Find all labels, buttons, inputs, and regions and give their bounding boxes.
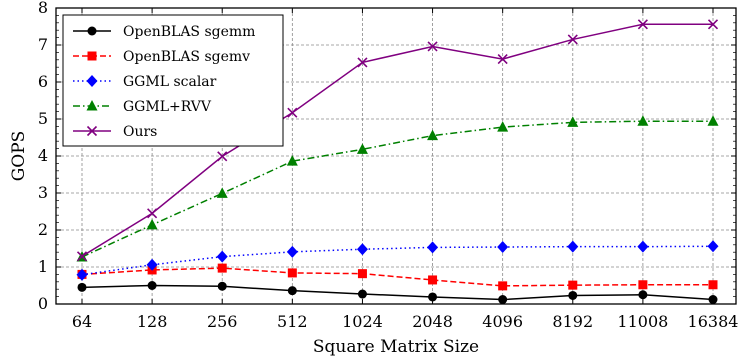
data-point — [637, 115, 649, 126]
data-point — [497, 121, 509, 132]
legend-item: GGML scalar — [73, 74, 217, 90]
grid-lines — [56, 8, 736, 304]
legend-item: Ours — [73, 124, 157, 140]
series-line — [81, 267, 713, 287]
data-point — [427, 241, 439, 254]
legend-label: GGML scalar — [123, 74, 217, 90]
y-tick-label: 0 — [38, 294, 48, 313]
x-tick-label: 128 — [137, 312, 168, 331]
legend-item: GGML+RVV — [73, 99, 212, 115]
data-point — [356, 143, 368, 154]
data-point — [357, 269, 367, 279]
data-point — [147, 208, 158, 219]
data-point — [76, 251, 88, 262]
legend-item: OpenBLAS sgemm — [73, 24, 255, 40]
data-point — [567, 34, 578, 45]
data-point — [638, 290, 648, 300]
x-tick-label: 11008 — [617, 312, 668, 331]
y-tick-label: 4 — [38, 146, 48, 165]
data-point — [287, 268, 297, 278]
legend-label: OpenBLAS sgemv — [123, 49, 250, 65]
data-point — [637, 19, 648, 30]
y-axis-label: GOPS — [9, 131, 29, 182]
data-point — [217, 281, 227, 291]
y-tick-label: 2 — [38, 220, 48, 239]
data-point — [568, 290, 578, 300]
x-tick-label: 256 — [207, 312, 238, 331]
data-point — [427, 129, 439, 141]
data-point — [286, 155, 298, 166]
series-layer — [76, 19, 719, 305]
data-point — [567, 240, 579, 253]
data-point — [637, 240, 649, 253]
data-point — [216, 187, 228, 198]
series-ours — [76, 19, 719, 262]
data-point — [708, 280, 718, 290]
y-tick-label: 3 — [38, 183, 48, 202]
x-tick-label: 8192 — [552, 312, 593, 331]
data-point — [567, 116, 579, 127]
data-point — [568, 280, 578, 290]
data-point — [216, 250, 228, 263]
y-tick-label: 7 — [38, 35, 48, 54]
data-point — [76, 268, 88, 281]
data-point — [357, 57, 368, 68]
data-point — [498, 281, 508, 291]
legend: OpenBLAS sgemm OpenBLAS sgemv GGML scalar G… — [62, 14, 284, 147]
series-line — [81, 284, 714, 301]
series-ggml-scalar — [76, 240, 719, 281]
data-point — [146, 218, 158, 230]
x-tick-label: 1024 — [342, 312, 383, 331]
data-point — [707, 115, 719, 126]
data-point — [287, 286, 297, 296]
data-point — [286, 245, 298, 258]
y-tick-label: 1 — [38, 257, 48, 276]
legend-marker — [86, 75, 98, 87]
data-point — [356, 243, 368, 256]
legend-marker — [87, 51, 97, 61]
legend-label: OpenBLAS sgemm — [123, 24, 255, 40]
series-line — [81, 23, 713, 257]
axes: 0 1 2 3 4 5 6 7 8 64 128 256 512 1024 2048 4096 8192 1100… — [38, 0, 739, 331]
data-point — [707, 240, 719, 253]
data-point — [77, 282, 87, 292]
data-point — [707, 19, 719, 30]
data-point — [147, 281, 157, 290]
data-point — [497, 241, 509, 254]
data-point — [427, 41, 438, 52]
series-line — [81, 120, 713, 258]
x-tick-label: 16384 — [688, 312, 739, 331]
y-tick-label: 8 — [38, 0, 48, 17]
data-point — [217, 263, 227, 273]
x-tick-label: 64 — [72, 312, 92, 331]
legend-marker — [87, 26, 97, 36]
data-point — [357, 289, 367, 299]
x-tick-label: 512 — [277, 312, 308, 331]
x-tick-label: 2048 — [412, 312, 453, 331]
legend-label: Ours — [123, 124, 157, 140]
data-point — [428, 275, 438, 285]
data-point — [146, 258, 158, 271]
data-point — [287, 107, 298, 118]
x-axis-label: Square Matrix Size — [313, 337, 479, 357]
legend-item: OpenBLAS sgemv — [73, 49, 250, 65]
legend-marker — [86, 100, 98, 111]
y-tick-label: 6 — [38, 72, 48, 91]
y-tick-label: 5 — [38, 109, 48, 128]
legend-label: GGML+RVV — [123, 99, 212, 115]
series-ggml-rvv — [76, 115, 719, 262]
data-point — [428, 292, 438, 302]
data-point — [497, 53, 508, 65]
series-line — [81, 245, 714, 276]
data-point — [217, 151, 228, 162]
data-point — [638, 280, 648, 290]
x-tick-label: 4096 — [482, 312, 523, 331]
legend-marker — [86, 125, 98, 137]
legend-box — [62, 14, 284, 147]
